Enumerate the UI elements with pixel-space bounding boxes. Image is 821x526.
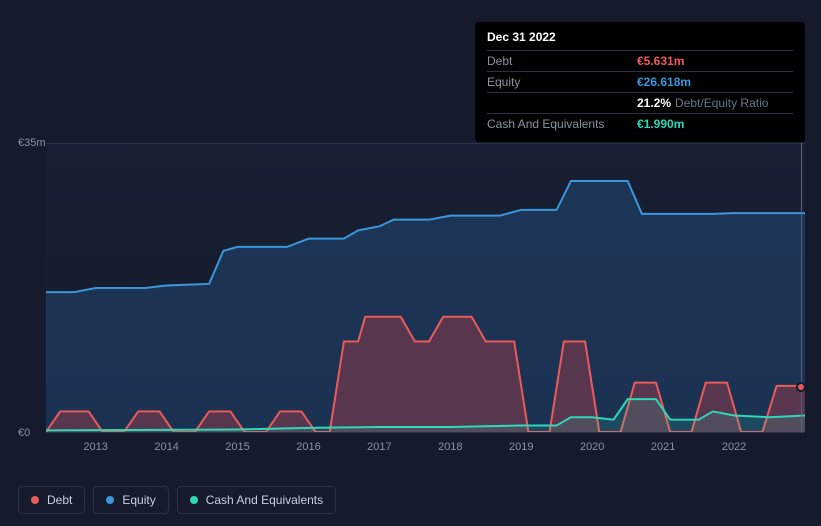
plot-area[interactable] (46, 143, 805, 433)
legend-item-debt[interactable]: Debt (18, 486, 85, 514)
tooltip-row-label: Equity (487, 75, 637, 89)
legend-label: Cash And Equivalents (206, 493, 323, 507)
y-axis-label: €35m (18, 137, 46, 149)
x-axis-label: 2020 (580, 441, 604, 453)
legend-label: Equity (122, 493, 155, 507)
legend-dot-icon (190, 496, 198, 504)
tooltip-row-value: 21.2% (637, 96, 671, 110)
tooltip-row-value: €5.631m (637, 54, 684, 68)
x-axis-label: 2015 (225, 441, 249, 453)
x-axis-label: 2016 (296, 441, 320, 453)
tooltip-date: Dec 31 2022 (487, 30, 793, 50)
tooltip-row-label: Cash And Equivalents (487, 117, 637, 131)
x-axis-label: 2014 (154, 441, 178, 453)
tooltip-row: Equity€26.618m (487, 71, 793, 92)
tooltip-row: 21.2% Debt/Equity Ratio (487, 92, 793, 113)
legend: Debt Equity Cash And Equivalents (18, 486, 336, 514)
tooltip-row: Cash And Equivalents€1.990m (487, 113, 793, 134)
x-axis-label: 2017 (367, 441, 391, 453)
cursor-dot (796, 382, 806, 392)
legend-label: Debt (47, 493, 72, 507)
tooltip-row-label (487, 96, 637, 110)
tooltip-row: Debt€5.631m (487, 50, 793, 71)
tooltip-row-value: €1.990m (637, 117, 684, 131)
tooltip-row-value: €26.618m (637, 75, 691, 89)
x-axis-label: 2021 (651, 441, 675, 453)
legend-dot-icon (106, 496, 114, 504)
x-axis-label: 2013 (83, 441, 107, 453)
x-axis-label: 2018 (438, 441, 462, 453)
tooltip-row-label: Debt (487, 54, 637, 68)
y-axis-label: €0 (18, 427, 30, 439)
chart-tooltip: Dec 31 2022 Debt€5.631mEquity€26.618m21.… (475, 22, 805, 142)
legend-dot-icon (31, 496, 39, 504)
tooltip-row-sub: Debt/Equity Ratio (675, 96, 768, 110)
legend-item-cash-and-equivalents[interactable]: Cash And Equivalents (177, 486, 336, 514)
debt-equity-chart[interactable]: €35m €0 2013 2014 2015 2016 2017 2018 2019 2020 2… (18, 125, 805, 465)
x-axis-label: 2019 (509, 441, 533, 453)
legend-item-equity[interactable]: Equity (93, 486, 168, 514)
x-axis-label: 2022 (722, 441, 746, 453)
